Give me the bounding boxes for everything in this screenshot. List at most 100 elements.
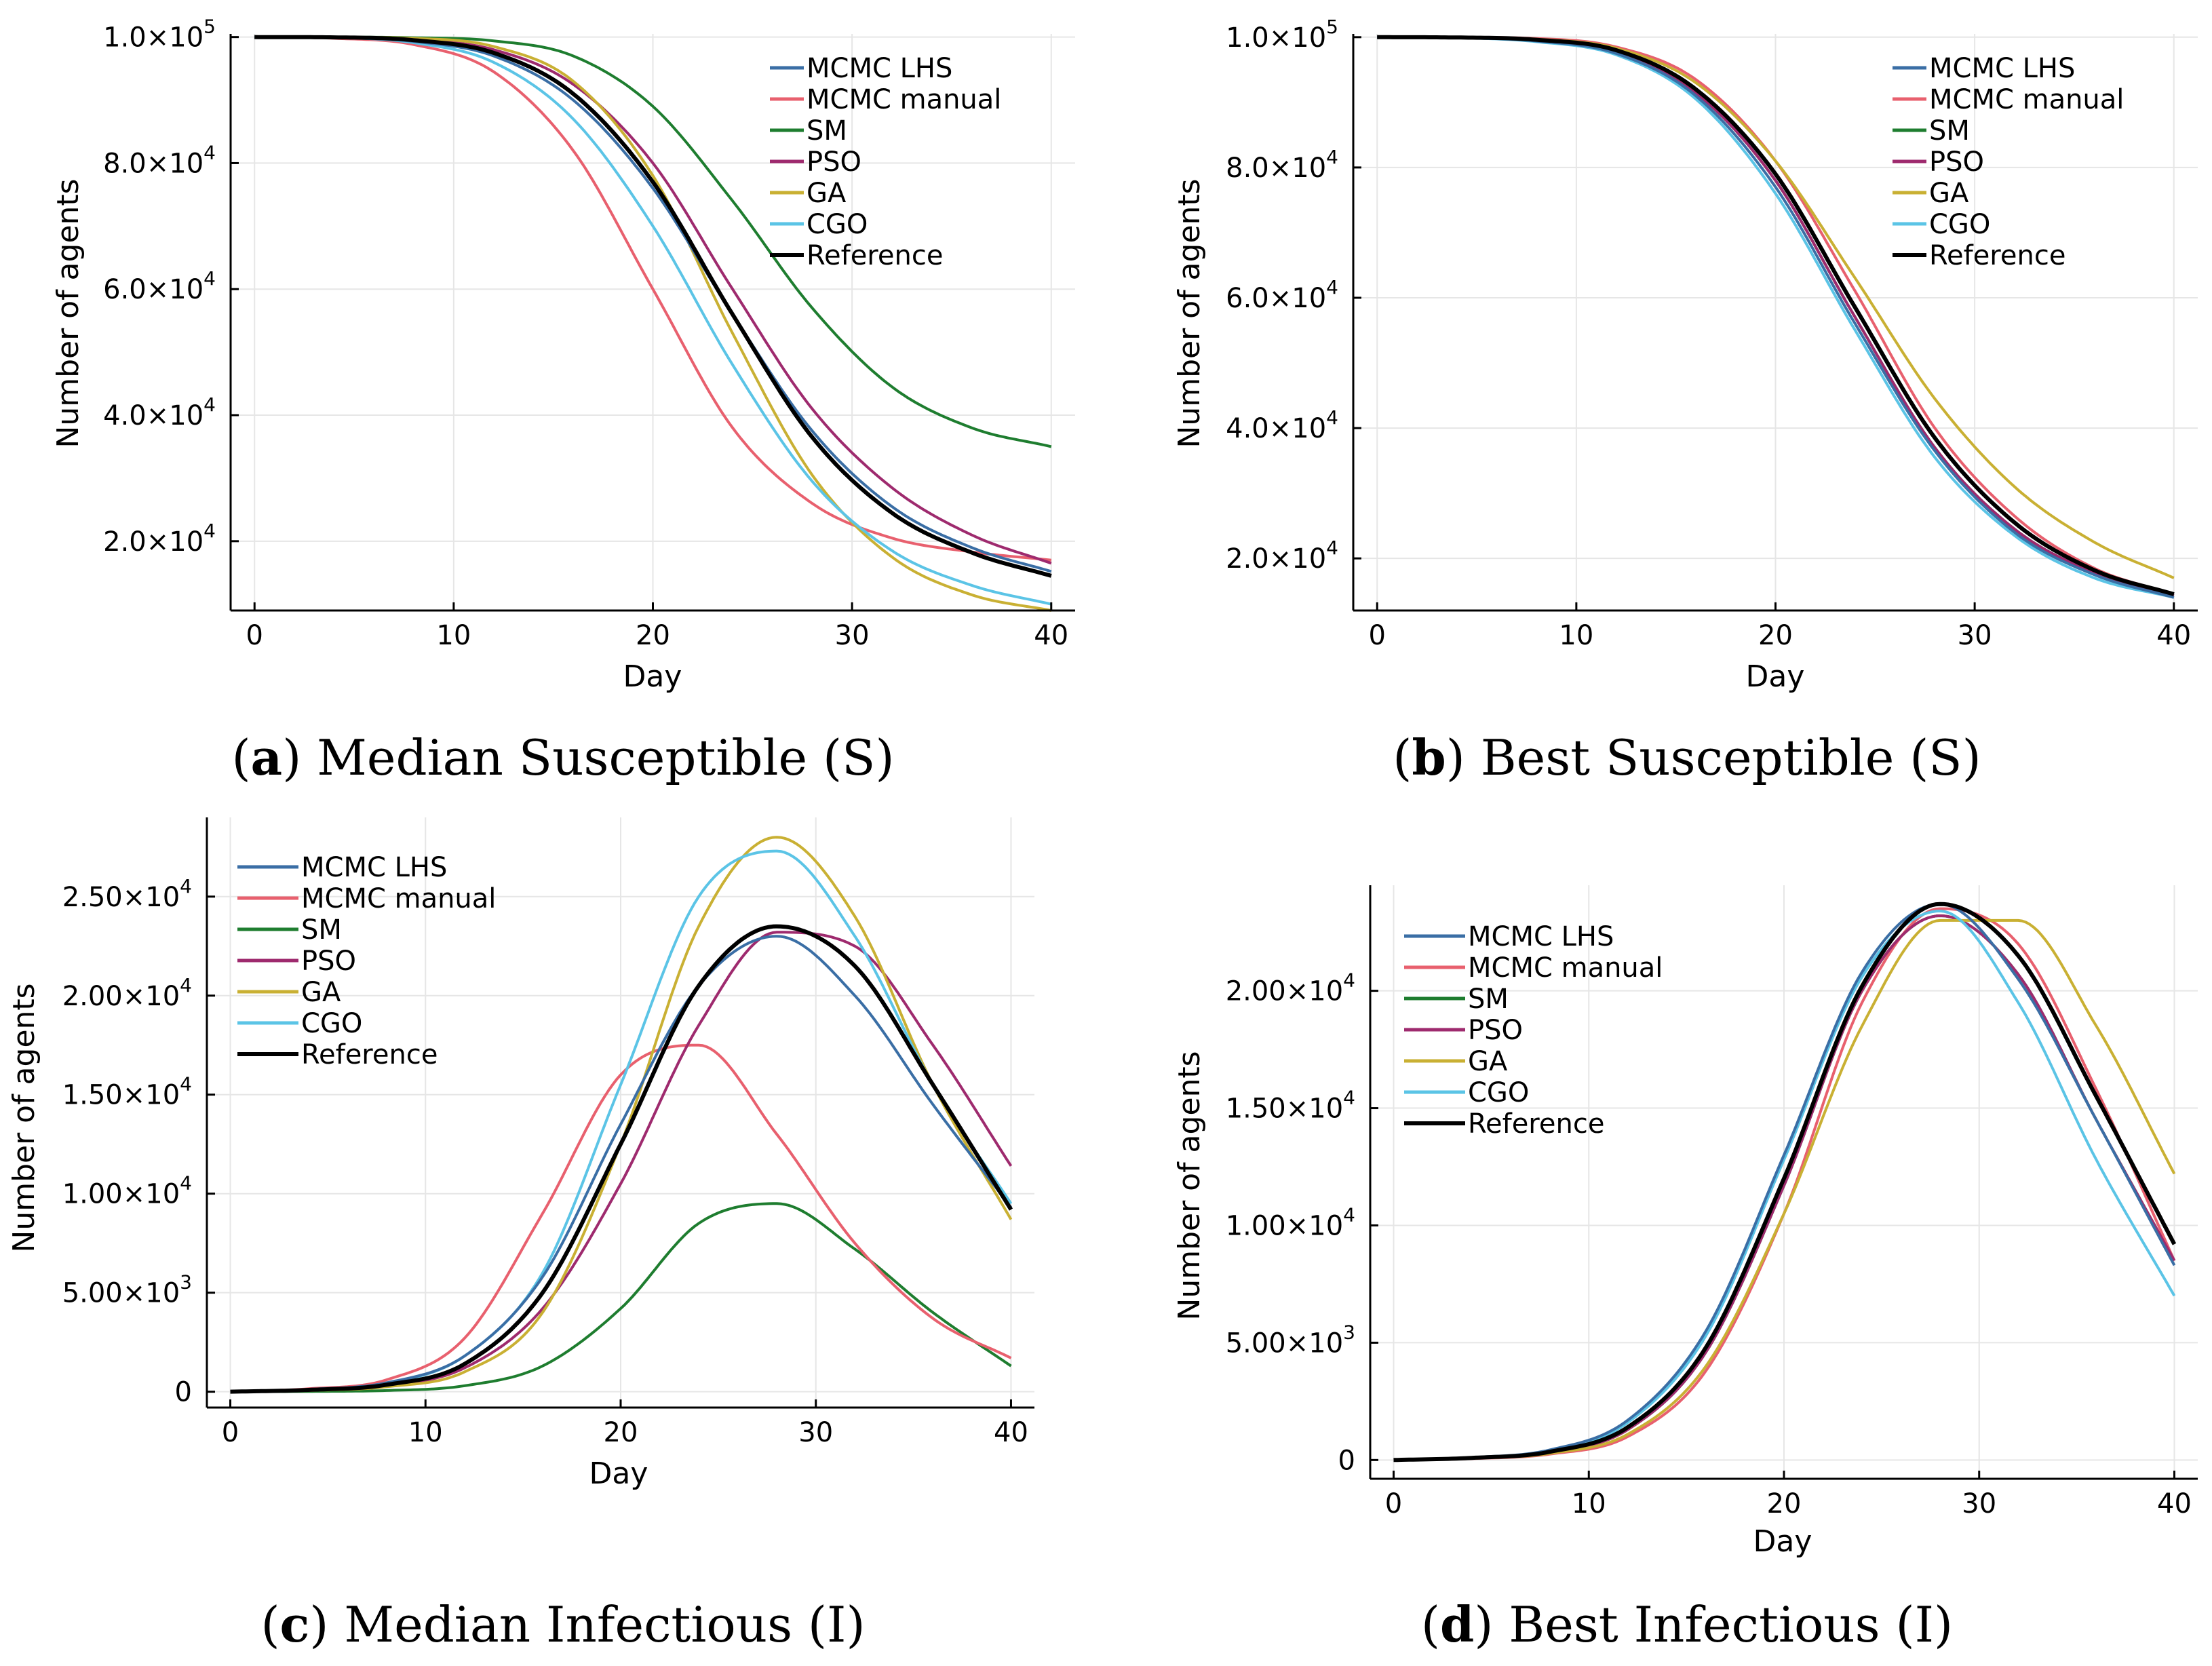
panel-a-x-axis-title: Day — [623, 659, 682, 694]
panel-a: 0 10 20 30 40 1.0×105 8.0×104 6.0×104 4.0×104 2.0… — [51, 16, 1075, 786]
panel-c-caption: (c) Median Infectious (I) — [260, 1595, 865, 1653]
panel-c-legend-label-mcmc-lhs: MCMC LHS — [301, 852, 447, 883]
panel-b-legend-label-sm: SM — [1929, 115, 1970, 147]
panel-c-legend-label-ga: GA — [301, 977, 341, 1008]
panel-d-x-tick-label-0: 0 — [1385, 1488, 1402, 1519]
panel-b-grid — [1353, 34, 2198, 611]
panel-b-axes: 0 10 20 30 40 1.0×105 8.0×104 6.0×104 4.0×104 2.0… — [1226, 16, 2198, 651]
panel-a-series — [254, 35, 1052, 612]
panel-c-x-tick-label-40: 40 — [994, 1417, 1028, 1448]
panel-c-legend-label-cgo: CGO — [301, 1008, 362, 1039]
panel-d-y-tick-label-10000: 1.00×104 — [1226, 1203, 1355, 1241]
panel-b-legend-label-mcmc-manual: MCMC manual — [1929, 84, 2124, 115]
panel-d-x-tick-label-20: 20 — [1767, 1488, 1802, 1519]
panel-d-y-axis-title: Number of agents — [1172, 1051, 1207, 1320]
panel-b-legend-label-ga: GA — [1929, 178, 1969, 209]
panel-b-legend-label-cgo: CGO — [1929, 209, 1990, 240]
panel-c-series-reference — [230, 924, 1013, 1394]
panel-b-y-tick-label-20000: 2.0×104 — [1226, 537, 1338, 575]
panel-a-legend-label-ga: GA — [807, 178, 847, 209]
panel-c-legend-label-reference: Reference — [301, 1039, 438, 1070]
panel-a-x-tick-label-20: 20 — [636, 620, 670, 651]
panel-c-x-axis-title: Day — [589, 1456, 648, 1491]
panel-c-axes: 0 10 20 30 40 2.50×104 2.00×104 1.50×104 1.00×10… — [62, 817, 1034, 1448]
panel-b-series — [1377, 35, 2175, 599]
panel-b-legend-label-mcmc-lhs: MCMC LHS — [1929, 53, 2075, 84]
panel-a-legend-label-mcmc-manual: MCMC manual — [807, 84, 1001, 115]
panel-c-y-tick-label-15000: 1.50×104 — [62, 1073, 192, 1111]
panel-b-series-reference — [1377, 35, 2175, 596]
panel-d-series — [1393, 902, 2177, 1462]
panel-d-y-tick-label-5000: 5.00×103 — [1226, 1321, 1355, 1359]
panel-d-legend-label-sm: SM — [1468, 984, 1509, 1015]
panel-c-caption-letter: c — [280, 1595, 310, 1653]
panel-a-legend-label-mcmc-lhs: MCMC LHS — [807, 53, 952, 84]
panel-c-legend-label-mcmc-manual: MCMC manual — [301, 883, 496, 914]
panel-d-legend-label-cgo: CGO — [1468, 1077, 1529, 1108]
panel-d-y-tick-label-15000: 1.50×104 — [1226, 1087, 1355, 1125]
panel-d-x-tick-label-30: 30 — [1962, 1488, 1996, 1519]
panel-d: 0 10 20 30 40 2.00×104 1.50×104 1.00×104 5.00×10… — [1172, 885, 2198, 1653]
panel-d-x-tick-label-40: 40 — [2157, 1488, 2192, 1519]
panel-a-y-tick-label-80000: 8.0×104 — [103, 141, 216, 179]
panel-c-y-tick-label-10000: 1.00×104 — [62, 1172, 192, 1210]
panel-b-legend-label-pso: PSO — [1929, 147, 1984, 178]
panel-c-y-tick-label-5000: 5.00×103 — [62, 1271, 192, 1309]
panel-c: 0 10 20 30 40 2.50×104 2.00×104 1.50×104 1.00×10… — [7, 817, 1034, 1653]
panel-d-grid — [1370, 885, 2198, 1479]
panel-b-y-axis-title: Number of agents — [1172, 178, 1207, 448]
panel-d-legend-label-mcmc-lhs: MCMC LHS — [1468, 921, 1614, 952]
panel-a-y-tick-label-100000: 1.0×105 — [103, 16, 216, 54]
panel-d-legend-label-ga: GA — [1468, 1046, 1508, 1077]
panel-d-legend-label-reference: Reference — [1468, 1108, 1604, 1140]
panel-a-y-tick-label-60000: 6.0×104 — [103, 267, 216, 305]
panel-a-series-reference — [254, 35, 1052, 578]
panel-d-caption: (d) Best Infectious (I) — [1421, 1595, 1953, 1653]
panel-b-y-tick-label-100000: 1.0×105 — [1226, 16, 1338, 54]
panel-b-y-tick-label-40000: 4.0×104 — [1226, 406, 1338, 444]
panel-b-caption: (b) Best Susceptible (S) — [1393, 729, 1981, 786]
panel-c-x-tick-label-30: 30 — [798, 1417, 833, 1448]
panel-b-x-axis-title: Day — [1746, 659, 1805, 694]
panel-d-x-axis-title: Day — [1753, 1524, 1812, 1559]
panel-b-caption-text: Best Susceptible (S) — [1481, 729, 1981, 786]
panel-b-y-tick-label-60000: 6.0×104 — [1226, 276, 1338, 314]
panel-c-series — [230, 836, 1013, 1394]
panel-a-x-tick-label-10: 10 — [436, 620, 471, 651]
panel-b-y-tick-label-80000: 8.0×104 — [1226, 146, 1338, 184]
panel-d-y-tick-label-20000: 2.00×104 — [1226, 969, 1355, 1007]
panel-a-y-tick-label-20000: 2.0×104 — [103, 520, 216, 558]
panel-a-legend-label-sm: SM — [807, 115, 847, 147]
panel-a-caption-letter: a — [251, 729, 283, 786]
panel-d-caption-text: Best Infectious (I) — [1509, 1596, 1953, 1653]
panel-b-x-tick-label-10: 10 — [1559, 620, 1593, 651]
panel-c-y-axis-title: Number of agents — [7, 983, 41, 1252]
panel-a-x-tick-label-40: 40 — [1034, 620, 1068, 651]
panel-a-x-tick-label-0: 0 — [246, 620, 263, 651]
panel-c-y-tick-label-20000: 2.00×104 — [62, 974, 192, 1012]
panel-b-x-tick-label-40: 40 — [2156, 620, 2191, 651]
panel-c-x-tick-label-20: 20 — [604, 1417, 638, 1448]
panel-b-x-tick-label-20: 20 — [1758, 620, 1793, 651]
panel-b: 0 10 20 30 40 1.0×105 8.0×104 6.0×104 4.0×104 2.0… — [1172, 16, 2198, 786]
panel-a-y-tick-label-40000: 4.0×104 — [103, 393, 216, 431]
panel-a-y-axis-title: Number of agents — [51, 178, 85, 448]
panel-d-legend-label-pso: PSO — [1468, 1015, 1523, 1046]
panel-a-legend-label-pso: PSO — [807, 147, 861, 178]
panel-c-y-tick-label-25000: 2.50×104 — [62, 875, 192, 913]
panel-c-x-tick-label-10: 10 — [408, 1417, 443, 1448]
panel-c-x-tick-label-0: 0 — [222, 1417, 239, 1448]
panel-a-x-tick-label-30: 30 — [835, 620, 870, 651]
panel-a-caption-text: Median Susceptible (S) — [317, 729, 894, 786]
panel-b-x-tick-label-30: 30 — [1958, 620, 1992, 651]
panel-d-caption-letter: d — [1440, 1595, 1474, 1653]
panel-c-legend-label-sm: SM — [301, 914, 342, 946]
panel-b-caption-letter: b — [1412, 729, 1445, 786]
panel-c-legend-label-pso: PSO — [301, 946, 356, 977]
panel-d-x-tick-label-10: 10 — [1572, 1488, 1606, 1519]
panel-a-legend-label-cgo: CGO — [807, 209, 868, 240]
panel-d-legend-label-mcmc-manual: MCMC manual — [1468, 952, 1663, 984]
